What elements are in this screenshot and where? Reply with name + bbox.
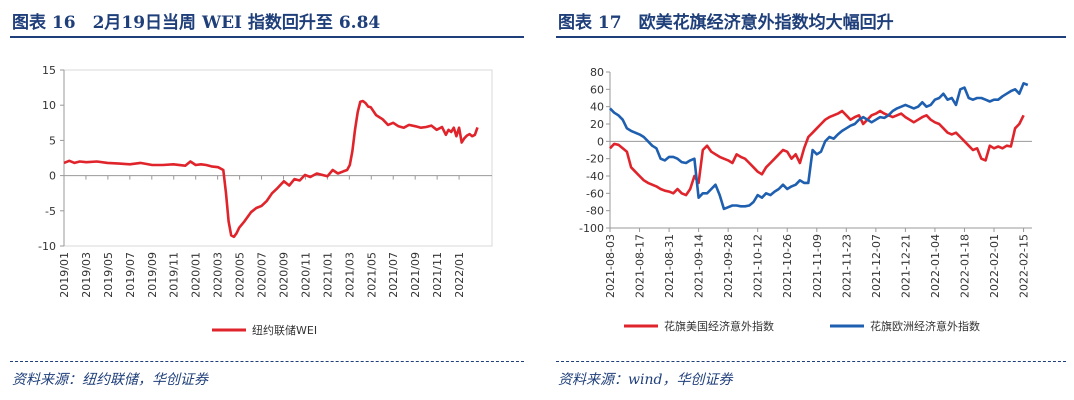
x-tick-label: 2019/01	[58, 252, 71, 298]
x-tick-label: 2022-02-01	[988, 234, 1001, 298]
series-line-us	[609, 109, 1025, 197]
title-rule	[556, 36, 1066, 38]
y-tick-label: -80	[586, 205, 604, 218]
y-tick-label: -40	[586, 170, 604, 183]
x-tick-label: 2021/11	[431, 252, 444, 298]
legend-label-wei: 纽约联储WEI	[252, 323, 317, 337]
x-tick-label: 2020/09	[277, 252, 290, 298]
y-tick-label: -5	[45, 205, 56, 218]
x-tick-label: 2020/03	[212, 252, 225, 298]
plot-frame	[63, 69, 493, 247]
y-tick-label: 40	[590, 101, 604, 114]
x-tick-label: 2021/05	[365, 252, 378, 298]
x-tick-label: 2021-11-09	[811, 234, 824, 298]
y-tick-label: 80	[590, 66, 604, 79]
legend-label-us: 花旗美国经济意外指数	[664, 319, 774, 333]
series-line-eu	[609, 82, 1029, 211]
x-tick-label: 2021/03	[343, 252, 356, 298]
x-tick-label: 2022-02-15	[1018, 234, 1031, 298]
y-tick-label: 5	[49, 134, 56, 147]
y-tick-label: 15	[42, 64, 56, 77]
panel-citi-surprise-chart: 图表 17 欧美花旗经济意外指数均大幅回升 -100 -80 -60 -40 -20 0 2…	[546, 0, 1074, 400]
y-tick-label: -10	[38, 240, 56, 253]
source-note-wei: 资料来源：纽约联储，华创证券	[12, 372, 208, 388]
x-tick-label: 2022/01	[453, 252, 466, 298]
x-tick-label: 2021-08-17	[634, 234, 647, 298]
y-tick-label: 10	[42, 99, 56, 112]
x-tick-label: 2022-01-04	[929, 234, 942, 298]
x-tick-label: 2021/01	[321, 252, 334, 298]
x-tick-label: 2021-08-03	[604, 234, 617, 298]
x-tick-label: 2021-10-26	[781, 234, 794, 298]
title-rule	[10, 36, 524, 38]
legend-label-eu: 花旗欧洲经济意外指数	[870, 319, 980, 333]
x-tick-label: 2021-12-21	[899, 234, 912, 298]
x-tick-label: 2022-01-18	[958, 234, 971, 298]
panel-wei-chart: 图表 16 2月19日当周 WEI 指数回升至 6.84 -10 -5 0 5 10 15…	[0, 0, 532, 400]
x-tick-label: 2020/11	[299, 252, 312, 298]
x-tick-label: 2021-10-12	[752, 234, 765, 298]
x-tick-label: 2019/07	[124, 252, 137, 298]
x-tick-label: 2021-09-14	[693, 234, 706, 298]
x-tick-label: 2019/03	[80, 252, 93, 298]
y-tick-label: 20	[590, 118, 604, 131]
y-tick-label: -60	[586, 187, 604, 200]
x-tick-label: 2019/09	[146, 252, 159, 298]
x-tick-label: 2021-11-23	[840, 234, 853, 298]
series-line-wei	[63, 99, 479, 239]
chart-title-wei: 图表 16 2月19日当周 WEI 指数回升至 6.84	[12, 13, 381, 33]
footer-rule	[10, 361, 524, 362]
citi-surprise-line-chart: -100 -80 -60 -40 -20 0 20 40 60 80 2021-08-03 2021-…	[579, 66, 1032, 333]
x-tick-label: 2020/01	[190, 252, 203, 298]
y-tick-label: -100	[579, 222, 604, 235]
y-tick-label: -20	[586, 153, 604, 166]
y-tick-label: 0	[49, 170, 56, 183]
y-tick-label: 0	[597, 135, 604, 148]
x-tick-label: 2020/07	[256, 252, 269, 298]
x-tick-label: 2021-09-28	[722, 234, 735, 298]
x-tick-label: 2019/05	[102, 252, 115, 298]
footer-rule	[556, 361, 1066, 362]
wei-line-chart: -10 -5 0 5 10 15 2019/01 2019/03 2019/05 2019/07 2…	[38, 64, 493, 337]
x-tick-label: 2019/11	[168, 252, 181, 298]
source-note-citi: 资料来源：wind，华创证券	[558, 372, 733, 388]
chart-title-citi: 图表 17 欧美花旗经济意外指数均大幅回升	[558, 13, 894, 33]
x-tick-label: 2021-08-31	[663, 234, 676, 298]
x-tick-label: 2020/05	[234, 252, 247, 298]
x-tick-label: 2021/09	[409, 252, 422, 298]
x-tick-label: 2021/07	[387, 252, 400, 298]
x-tick-label: 2021-12-07	[870, 234, 883, 298]
y-tick-label: 60	[590, 83, 604, 96]
